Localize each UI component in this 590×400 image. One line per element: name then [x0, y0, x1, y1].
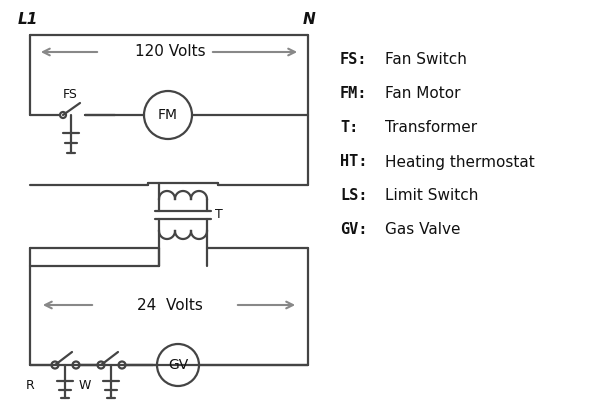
Text: 24  Volts: 24 Volts [137, 298, 203, 312]
Text: GV:: GV: [340, 222, 368, 238]
Text: 120 Volts: 120 Volts [135, 44, 205, 60]
Text: GV: GV [168, 358, 188, 372]
Text: T: T [215, 208, 223, 222]
Text: FM:: FM: [340, 86, 368, 102]
Text: Heating thermostat: Heating thermostat [385, 154, 535, 170]
Text: FS: FS [63, 88, 77, 102]
Text: HT:: HT: [340, 154, 368, 170]
Text: Gas Valve: Gas Valve [385, 222, 461, 238]
Text: Fan Switch: Fan Switch [385, 52, 467, 68]
Text: FS:: FS: [340, 52, 368, 68]
Text: Limit Switch: Limit Switch [385, 188, 478, 204]
Text: Fan Motor: Fan Motor [385, 86, 461, 102]
Text: T:: T: [340, 120, 358, 136]
Text: L1: L1 [18, 12, 38, 27]
Text: Transformer: Transformer [385, 120, 477, 136]
Text: R: R [25, 379, 34, 392]
Text: LS:: LS: [340, 188, 368, 204]
Text: W: W [79, 379, 91, 392]
Text: N: N [303, 12, 316, 27]
Text: FM: FM [158, 108, 178, 122]
